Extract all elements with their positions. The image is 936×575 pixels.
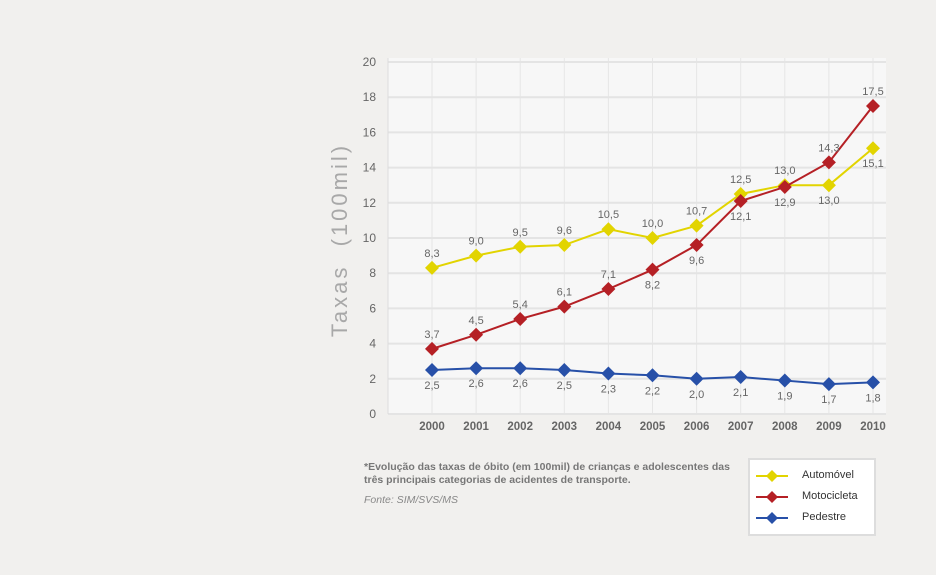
data-label: 13,0 (818, 195, 839, 207)
data-label: 5,4 (513, 299, 528, 311)
data-label: 3,7 (424, 329, 439, 341)
data-label: 2,6 (513, 378, 528, 390)
y-tick-label: 8 (369, 266, 376, 280)
data-point (689, 238, 704, 253)
data-point (733, 370, 748, 385)
data-point (821, 178, 836, 193)
data-point (601, 366, 616, 381)
data-label: 8,2 (645, 280, 660, 292)
data-point (425, 260, 439, 275)
data-label: 15,1 (862, 158, 883, 170)
x-tick-label: 2006 (684, 421, 710, 433)
x-tick-label: 2000 (419, 421, 445, 433)
data-label: 2,6 (468, 378, 483, 390)
data-point (645, 231, 660, 245)
data-label: 6,1 (557, 287, 572, 299)
legend-marker-icon (756, 470, 788, 482)
y-tick-label: 2 (369, 372, 376, 386)
y-tick-label: 14 (363, 161, 377, 175)
data-point (469, 327, 484, 342)
y-tick-label: 16 (363, 125, 377, 139)
data-point (866, 99, 880, 113)
x-tick-label: 2002 (507, 421, 533, 433)
data-point (601, 222, 616, 237)
legend-marker-icon (756, 491, 788, 503)
y-tick-label: 6 (369, 301, 376, 315)
data-point (689, 371, 704, 386)
x-tick-label: 2005 (640, 421, 666, 433)
data-point (689, 218, 704, 233)
data-point (513, 361, 528, 376)
data-label: 2,1 (733, 387, 748, 399)
data-label: 1,9 (777, 391, 792, 403)
data-point (557, 238, 572, 253)
y-tick-label: 12 (363, 196, 377, 210)
data-label: 12,5 (730, 174, 751, 186)
data-point (425, 363, 439, 377)
data-point (733, 194, 748, 209)
legend-item-automovel: Automóvel (750, 466, 874, 486)
data-label: 1,7 (821, 394, 836, 406)
data-label: 2,0 (689, 389, 704, 401)
legend-marker-icon (756, 512, 788, 524)
legend-item-pedestre: Pedestre (750, 508, 874, 528)
data-point (733, 187, 748, 201)
data-label: 14,3 (818, 142, 839, 154)
data-point (866, 375, 880, 390)
chart-source: Fonte: SIM/SVS/MS (364, 494, 458, 506)
x-tick-label: 2001 (463, 421, 489, 433)
x-tick-label: 2010 (860, 421, 886, 433)
data-point (513, 239, 528, 254)
data-point (821, 155, 836, 170)
legend-item-motocicleta: Motocicleta (750, 487, 874, 507)
data-point (866, 141, 880, 156)
data-point (557, 363, 572, 377)
data-label: 2,5 (424, 380, 439, 392)
data-label: 9,5 (513, 227, 528, 239)
data-point (601, 282, 616, 297)
data-label: 9,0 (468, 236, 483, 248)
x-tick-label: 2008 (772, 421, 798, 433)
plot-area (388, 58, 886, 414)
y-tick-label: 20 (363, 55, 377, 69)
x-tick-label: 2009 (816, 421, 842, 433)
data-label: 10,7 (686, 206, 707, 218)
chart-note: *Evolução das taxas de óbito (em 100mil)… (364, 461, 730, 486)
data-label: 2,3 (601, 384, 616, 396)
x-tick-label: 2007 (728, 421, 754, 433)
x-tick-label: 2004 (596, 421, 622, 433)
data-label: 2,5 (557, 380, 572, 392)
data-point (821, 377, 836, 392)
data-label: 9,6 (689, 255, 704, 267)
data-label: 1,8 (865, 392, 880, 404)
data-point (557, 299, 572, 314)
data-point (425, 341, 439, 356)
data-label: 7,1 (601, 269, 616, 281)
data-label: 10,0 (642, 218, 663, 230)
data-point (645, 262, 660, 277)
y-axis-title: Taxas (100mil) (327, 142, 352, 338)
data-point (777, 179, 792, 194)
data-point (777, 373, 792, 388)
data-label: 2,2 (645, 385, 660, 397)
data-label: 12,1 (730, 211, 751, 223)
y-tick-label: 4 (369, 337, 376, 351)
legend: Automóvel Motocicleta Pedestre (748, 458, 876, 536)
y-tick-label: 10 (363, 231, 377, 245)
data-label: 12,9 (774, 197, 795, 209)
data-label: 8,3 (424, 248, 439, 260)
data-point (513, 311, 528, 326)
data-point (469, 361, 484, 376)
data-point (469, 248, 484, 263)
y-tick-label: 18 (363, 90, 377, 104)
data-label: 13,0 (774, 165, 795, 177)
data-point (645, 368, 660, 383)
data-label: 9,6 (557, 225, 572, 237)
x-tick-label: 2003 (552, 421, 578, 433)
data-label: 4,5 (468, 315, 483, 327)
data-label: 10,5 (598, 209, 619, 221)
data-label: 17,5 (862, 86, 883, 98)
y-tick-label: 0 (369, 407, 376, 421)
